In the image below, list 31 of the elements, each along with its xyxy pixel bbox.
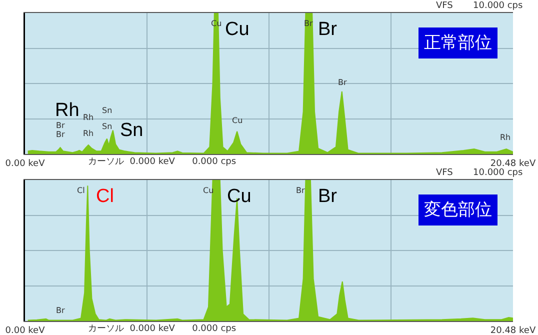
text: 変色部位 — [424, 200, 492, 220]
x-tick-label: 20.48 keV — [490, 326, 536, 335]
annotation: Cu — [225, 19, 250, 40]
annotation: Br — [318, 19, 338, 40]
annotation: Br — [338, 78, 348, 87]
x-tick-label: 0.00 keV — [5, 158, 46, 169]
annotation: Sn — [102, 122, 112, 131]
annotation: Rh — [83, 129, 94, 138]
annotation: Br — [56, 121, 66, 130]
text: 10.000 cps — [473, 168, 524, 178]
annotation: Cl — [96, 186, 114, 207]
text: カーソル 0.000 keV 0.000 cps — [88, 157, 236, 167]
x-tick-label: 20.48 keV — [490, 158, 536, 169]
annotation: Br — [296, 186, 306, 195]
text: VFS — [436, 168, 454, 178]
annotation: Rh — [55, 100, 80, 121]
annotation: Cu — [227, 186, 252, 207]
text: 正常部位 — [424, 33, 492, 53]
annotation: Br — [56, 306, 66, 315]
annotation: Cu — [232, 116, 243, 125]
text: 10.000 cps — [473, 1, 524, 11]
annotation: Br — [318, 186, 338, 207]
annotation: Rh — [500, 133, 511, 142]
text: カーソル 0.000 keV 0.000 cps — [88, 324, 236, 334]
text: VFS — [436, 1, 454, 11]
annotation: Br — [56, 130, 66, 139]
x-tick-label: 0.00 keV — [5, 326, 46, 335]
annotation: Sn — [102, 106, 112, 115]
annotation: Cl — [77, 186, 85, 195]
annotation: Sn — [120, 120, 144, 141]
annotation: Rh — [83, 113, 94, 122]
